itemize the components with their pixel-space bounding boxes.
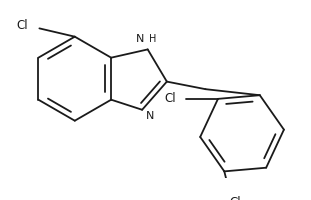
Text: H: H bbox=[149, 34, 156, 44]
Text: Cl: Cl bbox=[17, 19, 28, 32]
Text: N: N bbox=[146, 111, 154, 121]
Text: N: N bbox=[136, 34, 144, 44]
Text: Cl: Cl bbox=[230, 196, 241, 200]
Text: Cl: Cl bbox=[164, 92, 176, 105]
